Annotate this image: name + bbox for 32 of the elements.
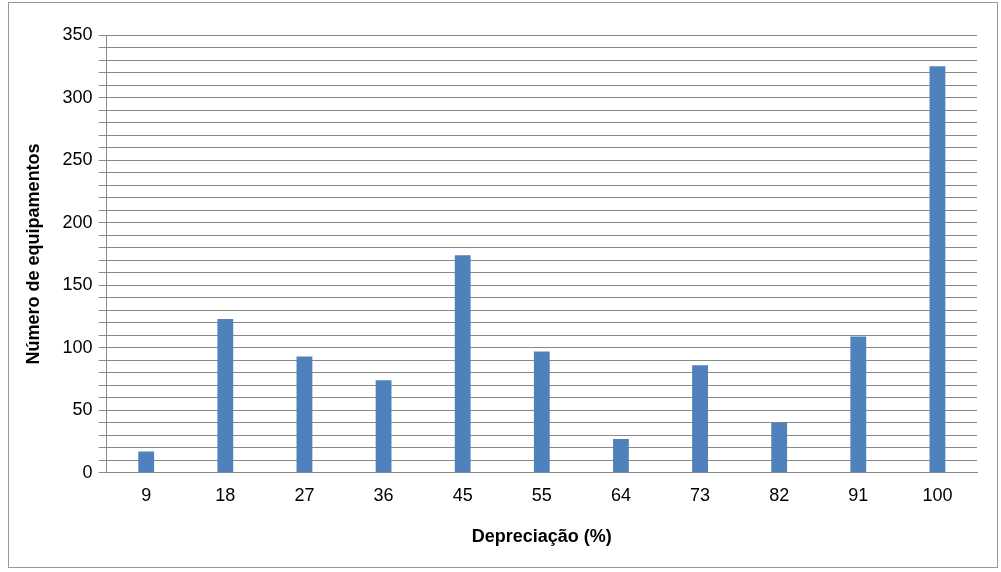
bar [771, 422, 788, 473]
bar [138, 451, 155, 473]
x-tick-label: 9 [141, 484, 152, 505]
bar [296, 356, 313, 473]
bar [929, 66, 946, 473]
x-tick-label: 55 [531, 484, 552, 505]
bar [692, 365, 708, 473]
x-tick-label: 18 [215, 484, 236, 505]
x-tick-label: 82 [769, 484, 790, 505]
bar [375, 380, 392, 473]
y-tick-label: 250 [62, 149, 93, 170]
x-axis-title: Depreciação (%) [471, 526, 612, 547]
y-tick-label: 100 [62, 336, 93, 357]
x-tick-label: 36 [373, 484, 394, 505]
bar [533, 351, 550, 473]
bar [850, 336, 867, 473]
y-tick-label: 200 [62, 211, 93, 232]
x-tick-label: 91 [848, 484, 869, 505]
x-tick-label: 73 [690, 484, 711, 505]
y-tick-label: 300 [62, 86, 93, 107]
x-tick-label: 64 [610, 484, 631, 505]
y-tick-label: 0 [82, 461, 93, 482]
y-tick-label: 50 [72, 399, 93, 420]
bar [613, 439, 629, 473]
y-tick-label: 350 [62, 23, 93, 44]
x-tick-label: 100 [922, 484, 953, 505]
bar [217, 318, 234, 473]
y-tick-label: 150 [62, 274, 93, 295]
x-tick-label: 45 [452, 484, 473, 505]
bar [454, 255, 471, 473]
y-axis-title: Número de equipamentos [22, 143, 43, 365]
x-tick-label: 27 [294, 484, 315, 505]
